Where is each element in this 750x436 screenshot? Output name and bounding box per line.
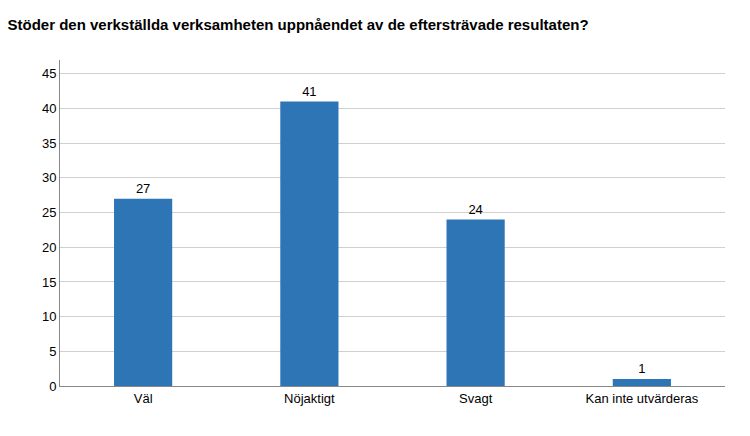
svg-text:5: 5	[49, 344, 56, 359]
svg-text:15: 15	[42, 275, 56, 290]
svg-text:24: 24	[468, 202, 482, 217]
svg-text:0: 0	[49, 379, 56, 394]
svg-text:Väl: Väl	[134, 391, 153, 406]
svg-text:41: 41	[302, 84, 316, 99]
svg-text:45: 45	[42, 66, 56, 81]
svg-text:25: 25	[42, 205, 56, 220]
svg-text:10: 10	[42, 309, 56, 324]
svg-text:27: 27	[136, 181, 150, 196]
svg-text:1: 1	[638, 361, 645, 376]
svg-text:Kan inte utvärderas: Kan inte utvärderas	[586, 391, 699, 406]
svg-text:20: 20	[42, 240, 56, 255]
svg-text:Svagt: Svagt	[459, 391, 493, 406]
svg-text:Stöder den verkställda verksam: Stöder den verkställda verksamheten uppn…	[8, 16, 589, 33]
svg-text:30: 30	[42, 170, 56, 185]
svg-text:Nöjaktigt: Nöjaktigt	[284, 391, 335, 406]
svg-text:35: 35	[42, 136, 56, 151]
svg-text:40: 40	[42, 101, 56, 116]
